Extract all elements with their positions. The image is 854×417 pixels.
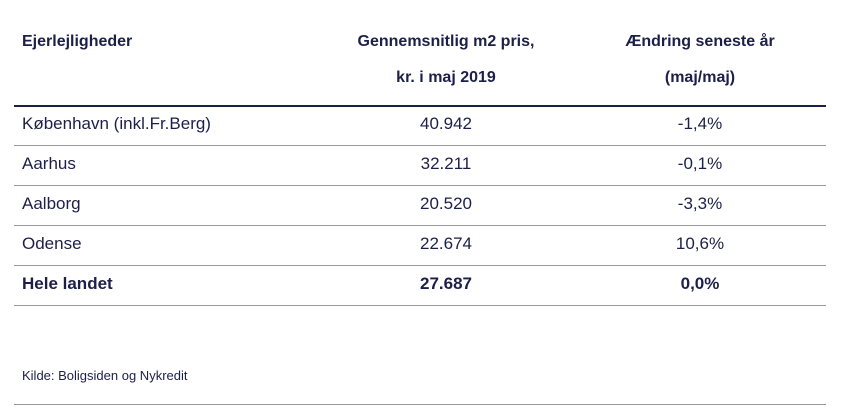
header-change-line1: Ændring seneste år [625,33,775,50]
row-price: 40.942 [420,114,472,133]
row-divider [14,225,826,226]
header-avg-price-line1: Gennemsnitlig m2 pris, [357,33,535,50]
total-change: 0,0% [680,274,720,293]
header-divider [14,105,826,107]
row-city: Odense [22,234,82,253]
row-divider [14,145,826,146]
table-bottom-divider [14,305,826,306]
row-change: 10,6% [675,234,725,253]
row-divider [14,265,826,266]
row-price: 22.674 [420,234,472,253]
header-ejerlejligheder: Ejerlejligheder [22,33,133,50]
row-divider [14,185,826,186]
row-city: København (inkl.Fr.Berg) [22,114,211,133]
row-price: 20.520 [420,194,472,213]
row-city: Aalborg [22,194,81,213]
row-change: -0,1% [677,154,723,173]
header-avg-price-line2: kr. i maj 2019 [396,69,496,86]
row-change: -3,3% [677,194,723,213]
total-label: Hele landet [22,274,113,293]
row-price: 32.211 [420,154,472,173]
row-city: Aarhus [22,154,76,173]
header-change-line2: (maj/maj) [664,69,736,86]
total-price: 27.687 [420,274,472,293]
source-note: Kilde: Boligsiden og Nykredit [22,368,188,383]
footer-divider [14,404,826,405]
row-change: -1,4% [677,114,723,133]
